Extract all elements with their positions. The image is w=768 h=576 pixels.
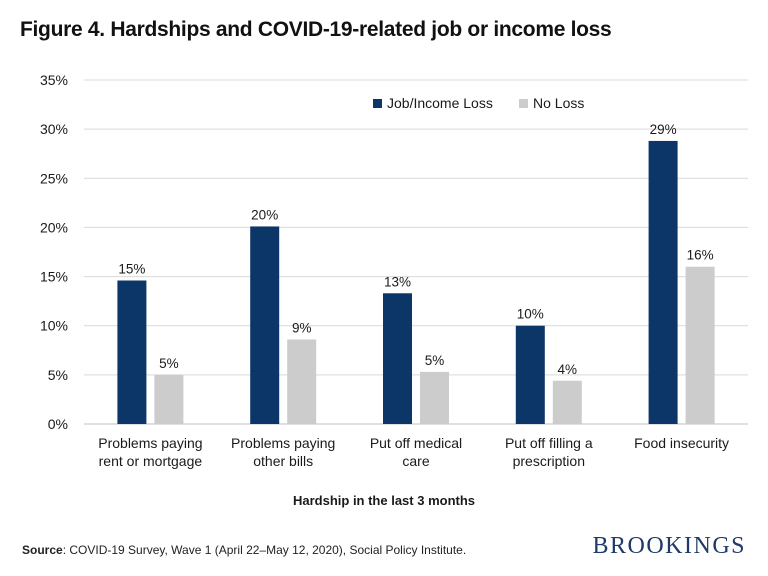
- data-label: 20%: [251, 207, 278, 222]
- x-tick-label: Put off medical: [370, 435, 462, 451]
- bar: [250, 226, 280, 424]
- y-tick-label: 35%: [40, 72, 68, 88]
- x-axis-title: Hardship in the last 3 months: [292, 493, 476, 508]
- source-text: : COVID-19 Survey, Wave 1 (April 22–May …: [62, 543, 467, 557]
- bar: [552, 380, 582, 424]
- data-label: 5%: [159, 356, 179, 371]
- source-label: Source: [22, 543, 63, 557]
- y-tick-label: 0%: [48, 416, 68, 432]
- y-tick-label: 25%: [40, 170, 68, 186]
- x-tick-label: Put off filling a: [505, 435, 593, 451]
- x-tick-label: care: [402, 453, 429, 469]
- legend-swatch: [519, 99, 528, 108]
- bar: [287, 339, 317, 424]
- source-note: Source: COVID-19 Survey, Wave 1 (April 2…: [22, 543, 466, 557]
- x-tick-label: Problems paying: [231, 435, 335, 451]
- legend-label: No Loss: [533, 95, 584, 111]
- x-tick-label: prescription: [513, 453, 585, 469]
- data-label: 13%: [384, 274, 411, 289]
- bar: [515, 325, 545, 424]
- data-label: 29%: [650, 122, 677, 137]
- data-label: 5%: [425, 353, 445, 368]
- y-tick-label: 5%: [48, 367, 68, 383]
- data-label: 10%: [517, 307, 544, 322]
- data-label: 15%: [118, 262, 145, 277]
- bar: [685, 266, 715, 424]
- bar: [383, 293, 412, 424]
- data-label: 4%: [558, 362, 578, 377]
- x-tick-label: Problems paying: [98, 435, 202, 451]
- bar: [420, 371, 449, 424]
- y-tick-label: 15%: [40, 269, 68, 285]
- y-tick-label: 30%: [40, 121, 68, 137]
- x-tick-label: rent or mortgage: [99, 453, 203, 469]
- x-tick-label: other bills: [253, 453, 313, 469]
- bar: [117, 280, 147, 424]
- data-label: 16%: [687, 248, 714, 263]
- x-tick-label: Food insecurity: [634, 435, 729, 451]
- chart-title: Figure 4. Hardships and COVID-19-related…: [20, 18, 612, 41]
- legend-label: Job/Income Loss: [387, 95, 493, 111]
- data-label: 9%: [292, 320, 312, 335]
- legend-swatch: [373, 99, 382, 108]
- bar: [648, 140, 678, 425]
- brookings-logo: BROOKINGS: [592, 533, 746, 559]
- y-tick-label: 20%: [40, 219, 68, 235]
- bar: [154, 374, 184, 424]
- y-tick-label: 10%: [40, 318, 68, 334]
